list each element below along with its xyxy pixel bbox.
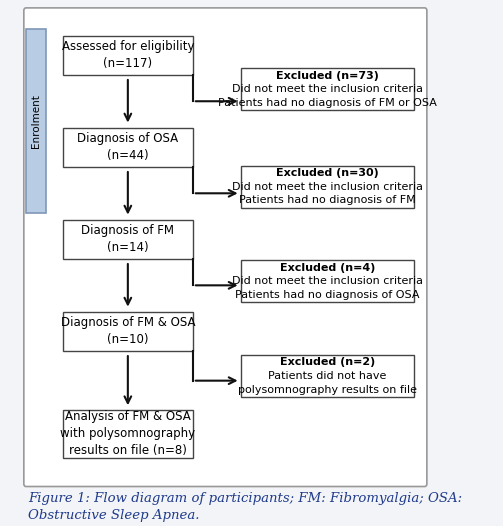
FancyBboxPatch shape: [63, 219, 193, 259]
Text: polysomnography results on file: polysomnography results on file: [238, 385, 416, 394]
Text: Excluded (n=2): Excluded (n=2): [280, 357, 375, 367]
FancyBboxPatch shape: [63, 410, 193, 458]
Text: Figure 1: Flow diagram of participants; FM: Fibromyalgia; OSA:: Figure 1: Flow diagram of participants; …: [28, 492, 462, 505]
FancyBboxPatch shape: [63, 311, 193, 351]
FancyBboxPatch shape: [63, 127, 193, 167]
Text: Excluded (n=4): Excluded (n=4): [280, 262, 375, 272]
Text: Did not meet the inclusion criteria: Did not meet the inclusion criteria: [232, 84, 423, 94]
FancyBboxPatch shape: [240, 166, 414, 208]
Text: Patients had no diagnosis of FM: Patients had no diagnosis of FM: [239, 195, 415, 205]
Text: Patients did not have: Patients did not have: [268, 371, 386, 381]
Text: Analysis of FM & OSA
with polysomnography
results on file (n=8): Analysis of FM & OSA with polysomnograph…: [60, 410, 195, 458]
Text: Obstructive Sleep Apnea.: Obstructive Sleep Apnea.: [28, 509, 200, 522]
FancyBboxPatch shape: [26, 29, 45, 213]
Text: Assessed for eligibility
(n=117): Assessed for eligibility (n=117): [61, 40, 194, 70]
Text: Excluded (n=73): Excluded (n=73): [276, 70, 379, 80]
FancyBboxPatch shape: [240, 355, 414, 397]
Text: Diagnosis of FM & OSA
(n=10): Diagnosis of FM & OSA (n=10): [60, 316, 195, 346]
Text: Patients had no diagnosis of FM or OSA: Patients had no diagnosis of FM or OSA: [218, 98, 437, 108]
Text: Diagnosis of FM
(n=14): Diagnosis of FM (n=14): [81, 224, 175, 254]
Text: Excluded (n=30): Excluded (n=30): [276, 168, 379, 178]
FancyBboxPatch shape: [63, 35, 193, 75]
Text: Did not meet the inclusion criteria: Did not meet the inclusion criteria: [232, 181, 423, 191]
Text: Diagnosis of OSA
(n=44): Diagnosis of OSA (n=44): [77, 132, 179, 162]
Text: Enrolment: Enrolment: [31, 94, 41, 148]
FancyBboxPatch shape: [240, 260, 414, 302]
Text: Did not meet the inclusion criteria: Did not meet the inclusion criteria: [232, 276, 423, 286]
FancyBboxPatch shape: [24, 8, 427, 487]
FancyBboxPatch shape: [240, 68, 414, 110]
Text: Patients had no diagnosis of OSA: Patients had no diagnosis of OSA: [235, 290, 420, 300]
